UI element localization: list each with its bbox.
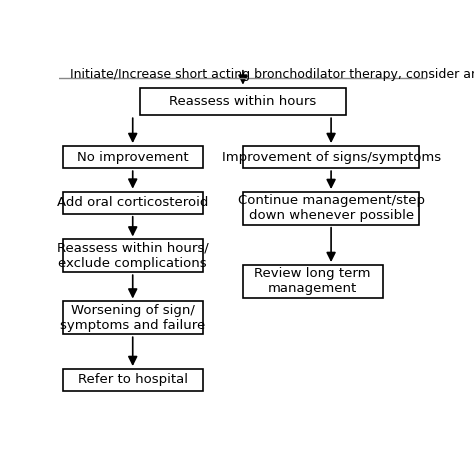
FancyBboxPatch shape bbox=[140, 88, 346, 115]
FancyBboxPatch shape bbox=[63, 239, 202, 272]
FancyBboxPatch shape bbox=[63, 301, 202, 334]
FancyBboxPatch shape bbox=[243, 192, 419, 225]
FancyBboxPatch shape bbox=[63, 192, 202, 214]
Text: Review long term
management: Review long term management bbox=[255, 267, 371, 295]
FancyBboxPatch shape bbox=[63, 146, 202, 168]
Text: Worsening of sign/
symptoms and failure: Worsening of sign/ symptoms and failure bbox=[60, 304, 205, 332]
Text: Continue management/step
down whenever possible: Continue management/step down whenever p… bbox=[237, 194, 425, 222]
Text: Refer to hospital: Refer to hospital bbox=[78, 374, 188, 386]
Text: No improvement: No improvement bbox=[77, 151, 189, 164]
Text: Initiate/Increase short acting bronchodilator therapy, consider antibiotics: Initiate/Increase short acting bronchodi… bbox=[70, 68, 474, 81]
Text: Add oral corticosteroid: Add oral corticosteroid bbox=[57, 196, 209, 210]
Text: Improvement of signs/symptoms: Improvement of signs/symptoms bbox=[221, 151, 441, 164]
Text: Reassess within hours: Reassess within hours bbox=[169, 95, 317, 108]
Text: Reassess within hours/
exclude complications: Reassess within hours/ exclude complicat… bbox=[57, 242, 209, 270]
FancyBboxPatch shape bbox=[63, 369, 202, 391]
FancyBboxPatch shape bbox=[243, 265, 383, 298]
FancyBboxPatch shape bbox=[243, 146, 419, 168]
